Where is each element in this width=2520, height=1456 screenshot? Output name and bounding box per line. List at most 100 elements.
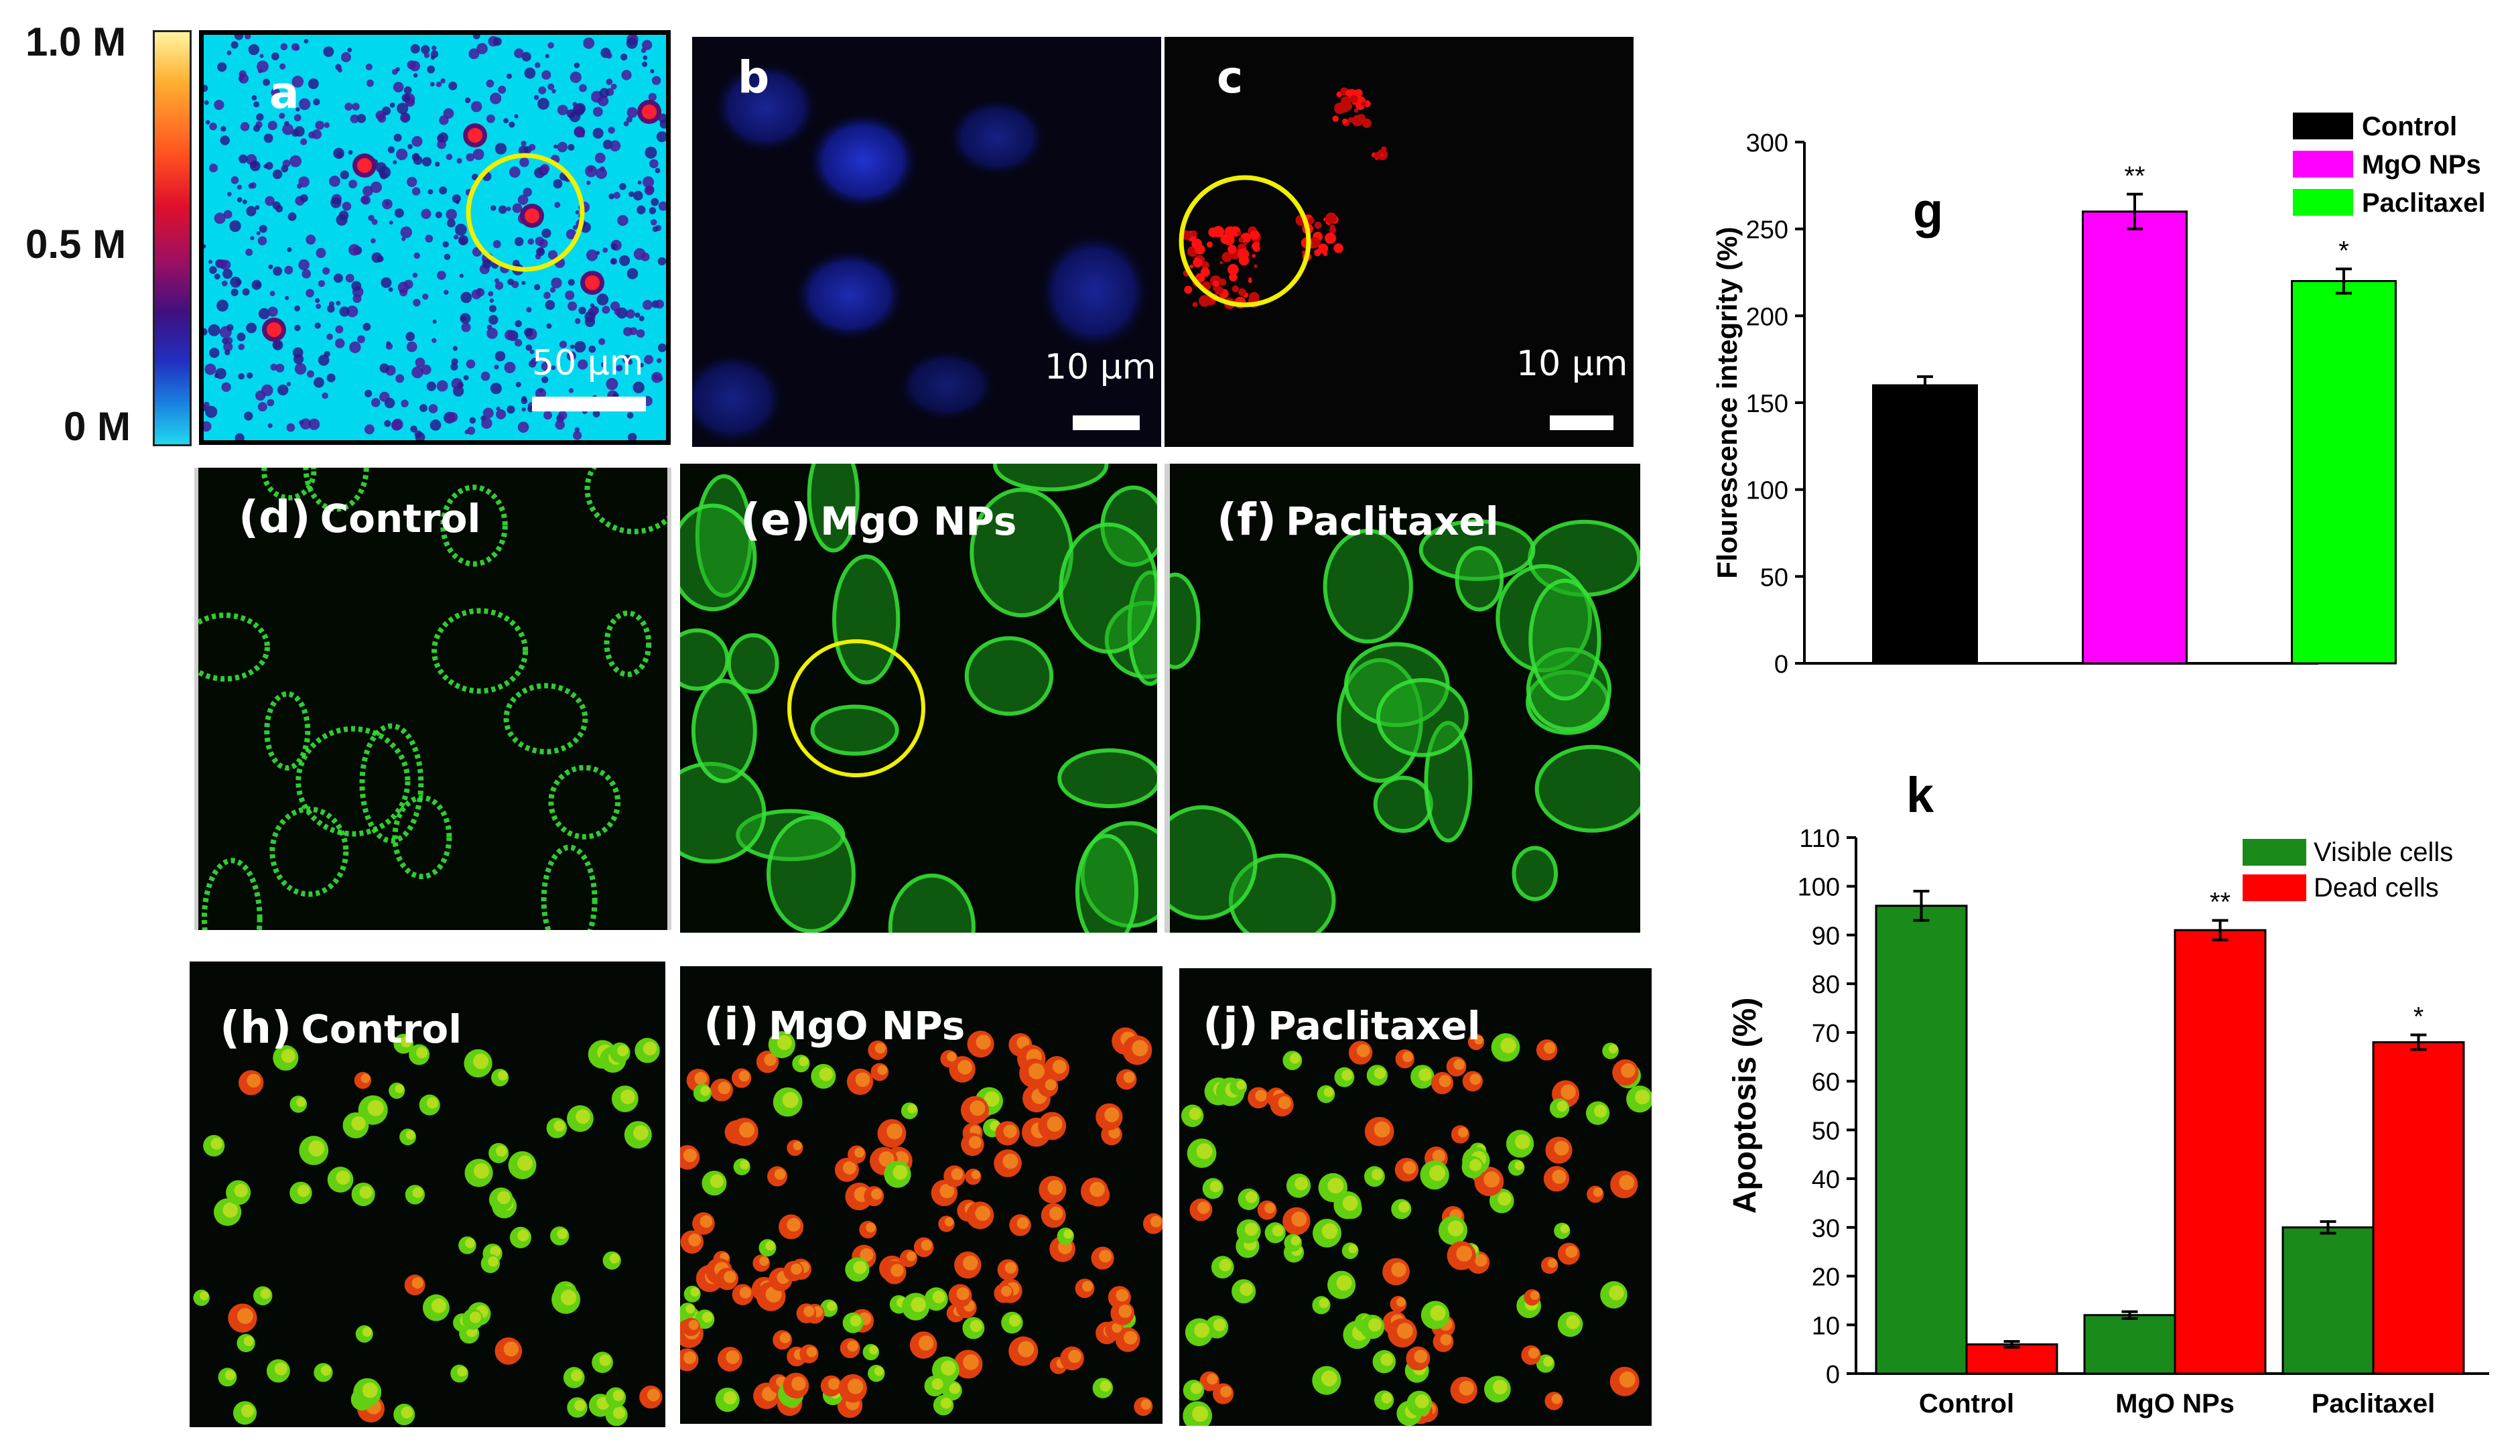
- panel-letter-g: g: [1913, 183, 1943, 239]
- red-fluorescence-image: [1179, 87, 1388, 310]
- y-tick-label: 110: [1799, 825, 1840, 853]
- colorbar-max-label: 1.0 M: [25, 19, 127, 64]
- scale-label-c: 10 μm: [1516, 344, 1628, 384]
- panel-letter-e-text: (e): [740, 494, 811, 545]
- y-tick-label: 30: [1812, 1215, 1840, 1243]
- legend-label: Dead cells: [2314, 873, 2439, 903]
- image-panel-b: b 10 μm: [692, 37, 1161, 447]
- y-tick-label: 250: [1746, 216, 1788, 245]
- scale-bar-b: [1073, 415, 1140, 430]
- image-panel-e: (e) MgO NPs: [680, 464, 1157, 933]
- bar: [2082, 210, 2188, 665]
- green-fluorescence-image: [680, 464, 1157, 933]
- bar: [2372, 1041, 2465, 1375]
- y-tick-label: 0: [1774, 651, 1788, 679]
- panel-label-f: Paclitaxel: [1286, 499, 1499, 544]
- panel-label-j: Paclitaxel: [1267, 1003, 1481, 1049]
- panel-label-d: Control: [320, 496, 481, 541]
- y-tick-label: 100: [1798, 874, 1840, 902]
- nuclei-image: [692, 60, 1151, 446]
- y-tick-label: 50: [1812, 1117, 1840, 1145]
- colorbar-mid-label: 0.5 M: [25, 222, 127, 267]
- legend-label: Visible cells: [2314, 838, 2453, 867]
- image-panel-h: (h) Control: [190, 962, 665, 1427]
- panel-letter-h: (h) Control: [220, 1002, 462, 1053]
- image-panel-d: (d) Control: [194, 468, 671, 930]
- legend-label: Control: [2362, 112, 2457, 141]
- green-fluorescence-image: [198, 468, 667, 930]
- colorbar-min-label: 0 M: [64, 404, 131, 449]
- legend-swatch: [2293, 151, 2353, 178]
- bar: [1872, 384, 1978, 665]
- panel-label-e: MgO NPs: [820, 499, 1017, 544]
- panel-letter-d: (d) Control: [239, 491, 480, 543]
- x-tick-label: Control: [1919, 1389, 2014, 1418]
- y-tick-label: 100: [1746, 477, 1788, 505]
- y-tick-label: 300: [1746, 129, 1788, 157]
- chart-g: 0 50 100 150 200 250 300 Flourescence integrity…: [1711, 112, 2486, 679]
- panel-letter-j-text: (j): [1203, 998, 1258, 1050]
- panel-letter-b: b: [738, 52, 770, 103]
- y-tick-label: 150: [1746, 390, 1788, 418]
- y-tick-label: 80: [1812, 971, 1840, 999]
- panel-letter-h-text: (h): [220, 1002, 292, 1053]
- x-tick-label: MgO NPs: [2115, 1389, 2235, 1418]
- panel-letter-e: (e) MgO NPs: [740, 494, 1016, 545]
- scale-bar-a: [532, 397, 646, 411]
- bar: [2281, 1226, 2375, 1375]
- y-tick-label: 10: [1812, 1312, 1840, 1340]
- panel-label-i: MgO NPs: [768, 1003, 966, 1049]
- green-fluorescence-image: [1170, 519, 1640, 933]
- y-tick-label: 20: [1812, 1264, 1840, 1292]
- annotation-circle: [787, 639, 925, 777]
- legend-swatch: [2293, 189, 2353, 216]
- bar: [1965, 1343, 2058, 1375]
- panel-letter-c: c: [1217, 52, 1244, 103]
- live-dead-image: [193, 1033, 663, 1427]
- y-tick-label: 60: [1812, 1069, 1840, 1097]
- chart-k: 0 10 20 30 40 50 60 70 80 90 100 110 Apoptosis (%) k C…: [1727, 767, 2489, 1418]
- annotation-circle: [466, 153, 585, 272]
- y-tick-label: 70: [1812, 1020, 1840, 1048]
- x-tick-label: Paclitaxel: [2312, 1389, 2436, 1418]
- bar: [2083, 1314, 2176, 1375]
- panel-letter-k: k: [1906, 767, 1934, 823]
- panel-letter-f-text: (f): [1217, 494, 1277, 545]
- y-tick-label: 0: [1826, 1361, 1840, 1389]
- y-axis-label: Flourescence integrity (%): [1711, 226, 1743, 578]
- image-panel-i: (i) MgO NPs: [680, 966, 1163, 1424]
- scale-label-a: 50 μm: [532, 343, 644, 383]
- bar: [2174, 929, 2267, 1375]
- y-tick-label: 50: [1760, 564, 1788, 592]
- y-tick-label: 200: [1746, 303, 1788, 331]
- image-panel-j: (j) Paclitaxel: [1179, 968, 1652, 1426]
- panel-letter-i: (i) MgO NPs: [704, 998, 965, 1050]
- panel-letter-d-text: (d): [239, 491, 311, 543]
- significance-label: *: [2413, 1002, 2424, 1032]
- significance-label: **: [2210, 888, 2231, 917]
- panel-letter-j: (j) Paclitaxel: [1203, 998, 1481, 1050]
- image-panel-c: c 10 μm: [1165, 37, 1634, 447]
- y-tick-label: 40: [1812, 1166, 1840, 1194]
- image-panel-f: (f) Paclitaxel: [1165, 464, 1640, 933]
- image-panel-a: a 50 μm: [199, 30, 671, 445]
- legend-label: Paclitaxel: [2362, 188, 2486, 218]
- bar: [1875, 905, 1968, 1375]
- y-tick-label: 90: [1812, 922, 1840, 950]
- live-dead-image: [680, 1027, 1163, 1418]
- panel-letter-f: (f) Paclitaxel: [1217, 494, 1499, 545]
- scale-bar-c: [1550, 415, 1613, 430]
- significance-label: **: [2124, 161, 2145, 191]
- live-dead-image: [1181, 1033, 1652, 1426]
- panel-letter-i-text: (i): [704, 998, 759, 1050]
- legend-swatch: [2243, 839, 2306, 866]
- y-axis-label: Apoptosis (%): [1727, 998, 1763, 1214]
- significance-label: *: [2338, 236, 2349, 265]
- legend-swatch: [2243, 874, 2306, 901]
- colorbar: [153, 30, 192, 446]
- panel-letter-a: a: [269, 67, 300, 119]
- legend-label: MgO NPs: [2362, 150, 2481, 180]
- panel-label-h: Control: [301, 1006, 462, 1052]
- colormap-image: [204, 35, 666, 440]
- legend-swatch: [2293, 113, 2353, 139]
